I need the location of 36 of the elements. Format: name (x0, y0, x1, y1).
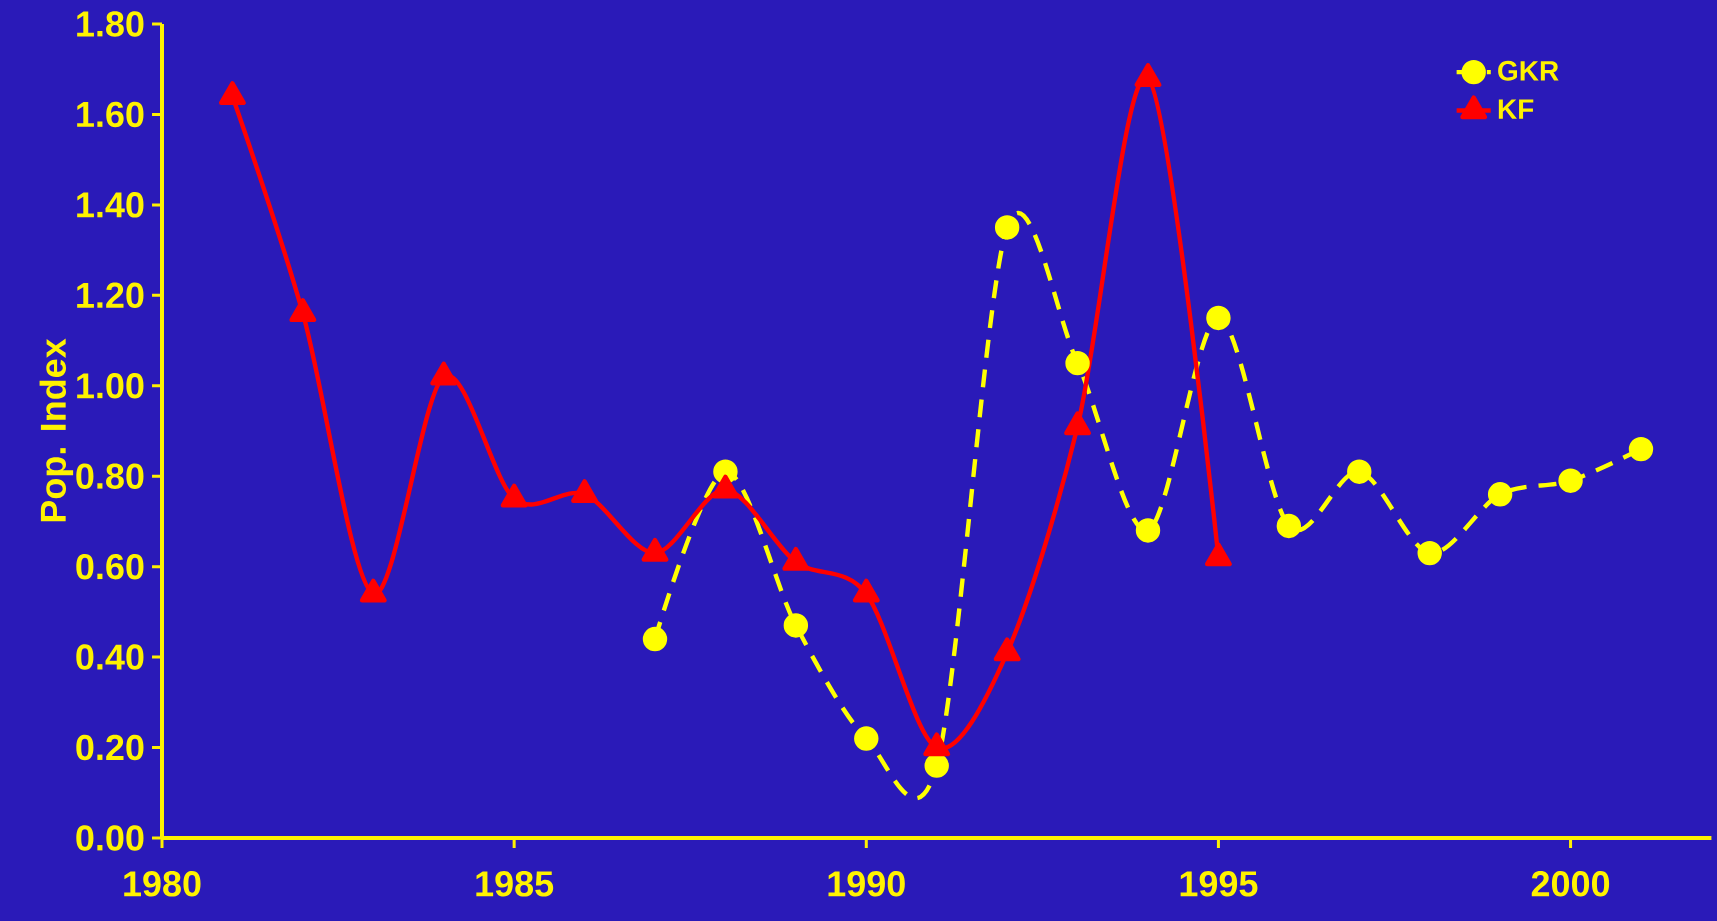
y-tick-label: 0.00 (76, 825, 144, 851)
point (1064, 411, 1092, 436)
y-tick-label: 1.40 (77, 192, 144, 218)
y-tick-label: 1.80 (77, 11, 144, 37)
point (430, 361, 458, 386)
x-tick-label: 1985 (476, 871, 554, 897)
point (1417, 540, 1442, 566)
y-tick-label: 0.80 (76, 463, 144, 489)
y-tick-label: 1.60 (77, 101, 144, 128)
point (218, 81, 246, 106)
point (1134, 63, 1162, 87)
y-tick-label: 1.20 (77, 282, 144, 309)
y-axis-title: Pop. Index (39, 338, 74, 522)
point (1558, 468, 1583, 493)
x-tick-label: 1990 (828, 871, 905, 897)
point (854, 726, 879, 751)
point (1347, 459, 1372, 484)
y-tick-label: 0.60 (76, 553, 144, 580)
point (1276, 513, 1302, 539)
legend-label: KF (1498, 99, 1534, 119)
x-tick-label: 2000 (1531, 871, 1610, 897)
point (642, 626, 668, 652)
point (1487, 482, 1513, 507)
x-tick-label: 1980 (124, 871, 201, 897)
point (1628, 436, 1654, 462)
x-tick-label: 1995 (1180, 871, 1258, 897)
point (1065, 350, 1090, 376)
y-tick-label: 0.40 (76, 644, 144, 670)
y-tick-label: 1.00 (77, 373, 144, 399)
y-tick-label: 0.20 (76, 734, 144, 761)
legend-label: GKR (1498, 60, 1559, 81)
point (1135, 518, 1161, 543)
point (783, 613, 809, 638)
point (924, 753, 949, 778)
point (289, 298, 317, 323)
point (1206, 305, 1231, 331)
